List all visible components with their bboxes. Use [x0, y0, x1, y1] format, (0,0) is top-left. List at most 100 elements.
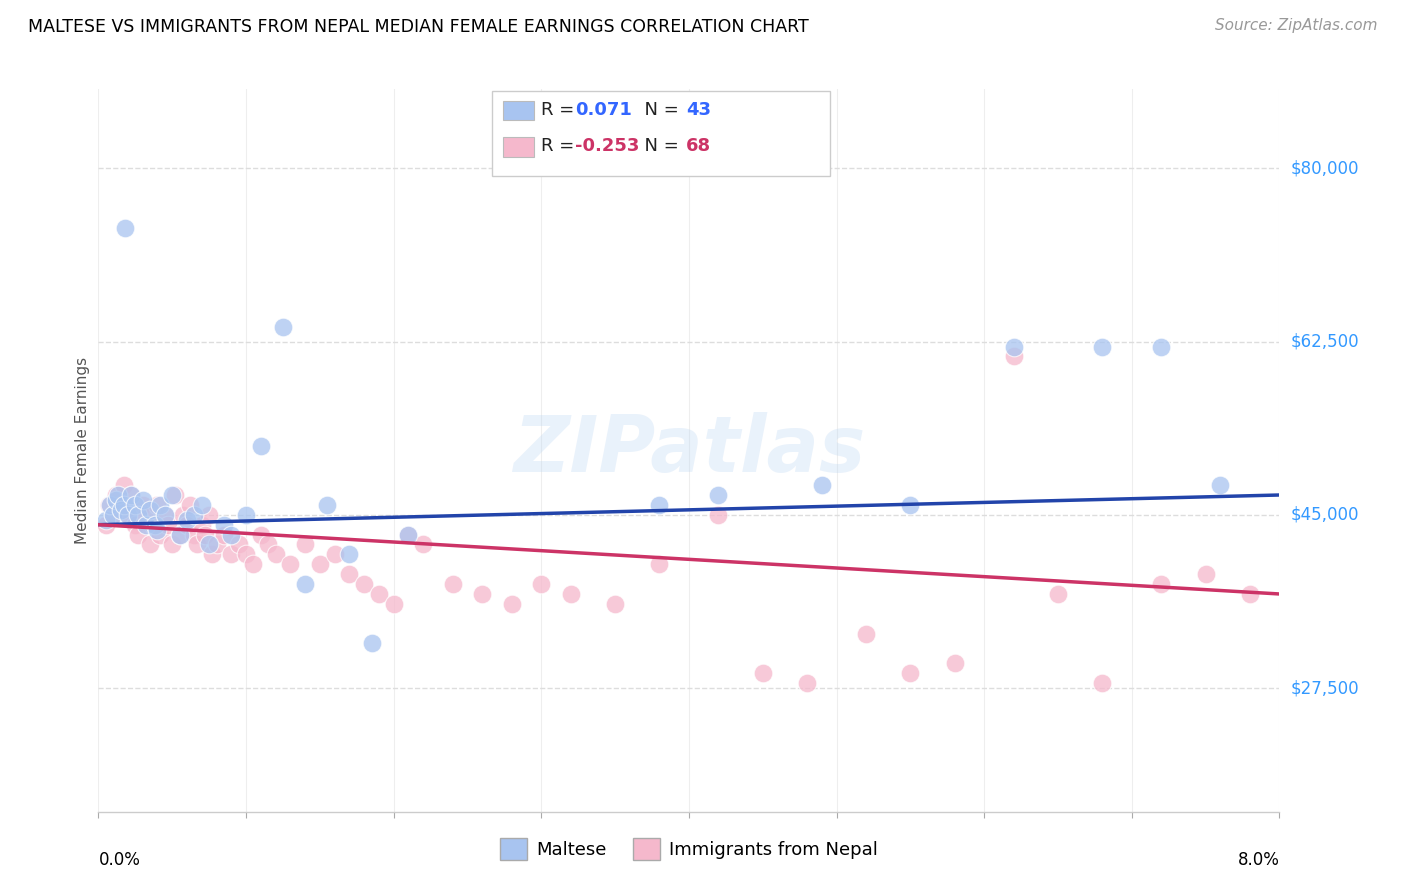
Point: [323, 548, 346, 562]
Y-axis label: Median Female Earnings: Median Female Earnings: [75, 357, 90, 544]
Text: R =: R =: [541, 101, 581, 119]
Text: $80,000: $80,000: [1291, 160, 1360, 178]
Text: -0.253: -0.253: [575, 137, 640, 155]
Point: [120, 488, 142, 502]
Point: [162, 537, 183, 551]
Point: [143, 517, 166, 532]
Point: [1239, 587, 1261, 601]
Point: [1091, 339, 1114, 353]
Point: [146, 523, 169, 537]
Point: [264, 548, 287, 562]
Point: [107, 488, 129, 502]
Point: [194, 527, 217, 541]
Point: [179, 498, 201, 512]
Point: [309, 558, 332, 572]
Point: [98, 498, 121, 512]
Point: [316, 498, 339, 512]
Point: [183, 508, 205, 522]
Text: $62,500: $62,500: [1291, 333, 1360, 351]
Point: [124, 498, 146, 512]
Point: [127, 527, 149, 541]
Point: [169, 527, 191, 541]
Text: MALTESE VS IMMIGRANTS FROM NEPAL MEDIAN FEMALE EARNINGS CORRELATION CHART: MALTESE VS IMMIGRANTS FROM NEPAL MEDIAN …: [28, 18, 808, 36]
Point: [198, 508, 221, 522]
Point: [560, 587, 582, 601]
Text: Source: ZipAtlas.com: Source: ZipAtlas.com: [1215, 18, 1378, 33]
Point: [165, 488, 187, 502]
Point: [412, 537, 434, 551]
Text: 43: 43: [686, 101, 711, 119]
Point: [353, 577, 375, 591]
Point: [117, 508, 139, 522]
Point: [112, 478, 135, 492]
Point: [501, 597, 523, 611]
Point: [105, 492, 128, 507]
Point: [169, 527, 191, 541]
Point: [201, 548, 224, 562]
Point: [339, 548, 361, 562]
Point: [139, 537, 162, 551]
Text: 8.0%: 8.0%: [1237, 851, 1279, 870]
Point: [900, 498, 922, 512]
Text: R =: R =: [541, 137, 581, 155]
Point: [900, 666, 922, 681]
Point: [811, 478, 834, 492]
Point: [360, 636, 382, 650]
Point: [1209, 478, 1232, 492]
Legend: Maltese, Immigrants from Nepal: Maltese, Immigrants from Nepal: [492, 831, 886, 868]
Text: N =: N =: [633, 101, 685, 119]
Point: [191, 498, 214, 512]
Point: [221, 527, 243, 541]
Point: [242, 558, 264, 572]
Point: [132, 492, 155, 507]
Point: [1002, 339, 1025, 353]
Point: [186, 537, 208, 551]
Point: [1091, 676, 1114, 690]
Point: [257, 537, 280, 551]
Point: [235, 548, 257, 562]
Point: [156, 517, 179, 532]
Point: [198, 537, 221, 551]
Point: [250, 438, 273, 452]
Point: [105, 488, 128, 502]
Point: [176, 513, 198, 527]
Point: [752, 666, 775, 681]
Point: [162, 488, 183, 502]
Point: [212, 527, 235, 541]
Point: [398, 527, 420, 541]
Point: [1046, 587, 1070, 601]
Point: [191, 517, 214, 532]
Point: [120, 488, 142, 502]
Point: [132, 498, 155, 512]
Point: [94, 513, 117, 527]
Text: 68: 68: [686, 137, 711, 155]
Point: [294, 537, 316, 551]
Point: [280, 558, 302, 572]
Point: [110, 498, 132, 512]
Text: $45,000: $45,000: [1291, 506, 1360, 524]
Point: [382, 597, 405, 611]
Point: [135, 508, 157, 522]
Point: [176, 517, 198, 532]
Point: [605, 597, 627, 611]
Point: [339, 567, 361, 582]
Point: [471, 587, 494, 601]
Point: [368, 587, 391, 601]
Point: [146, 498, 169, 512]
Point: [135, 517, 157, 532]
Point: [648, 558, 671, 572]
Text: 0.0%: 0.0%: [98, 851, 141, 870]
Point: [221, 548, 243, 562]
Text: N =: N =: [633, 137, 685, 155]
Point: [398, 527, 420, 541]
Point: [103, 508, 125, 522]
Point: [142, 517, 165, 532]
Point: [271, 319, 294, 334]
Point: [172, 508, 194, 522]
Point: [183, 527, 205, 541]
Text: ZIPatlas: ZIPatlas: [513, 412, 865, 489]
Point: [855, 626, 877, 640]
Point: [796, 676, 818, 690]
Point: [648, 498, 671, 512]
Point: [153, 508, 176, 522]
